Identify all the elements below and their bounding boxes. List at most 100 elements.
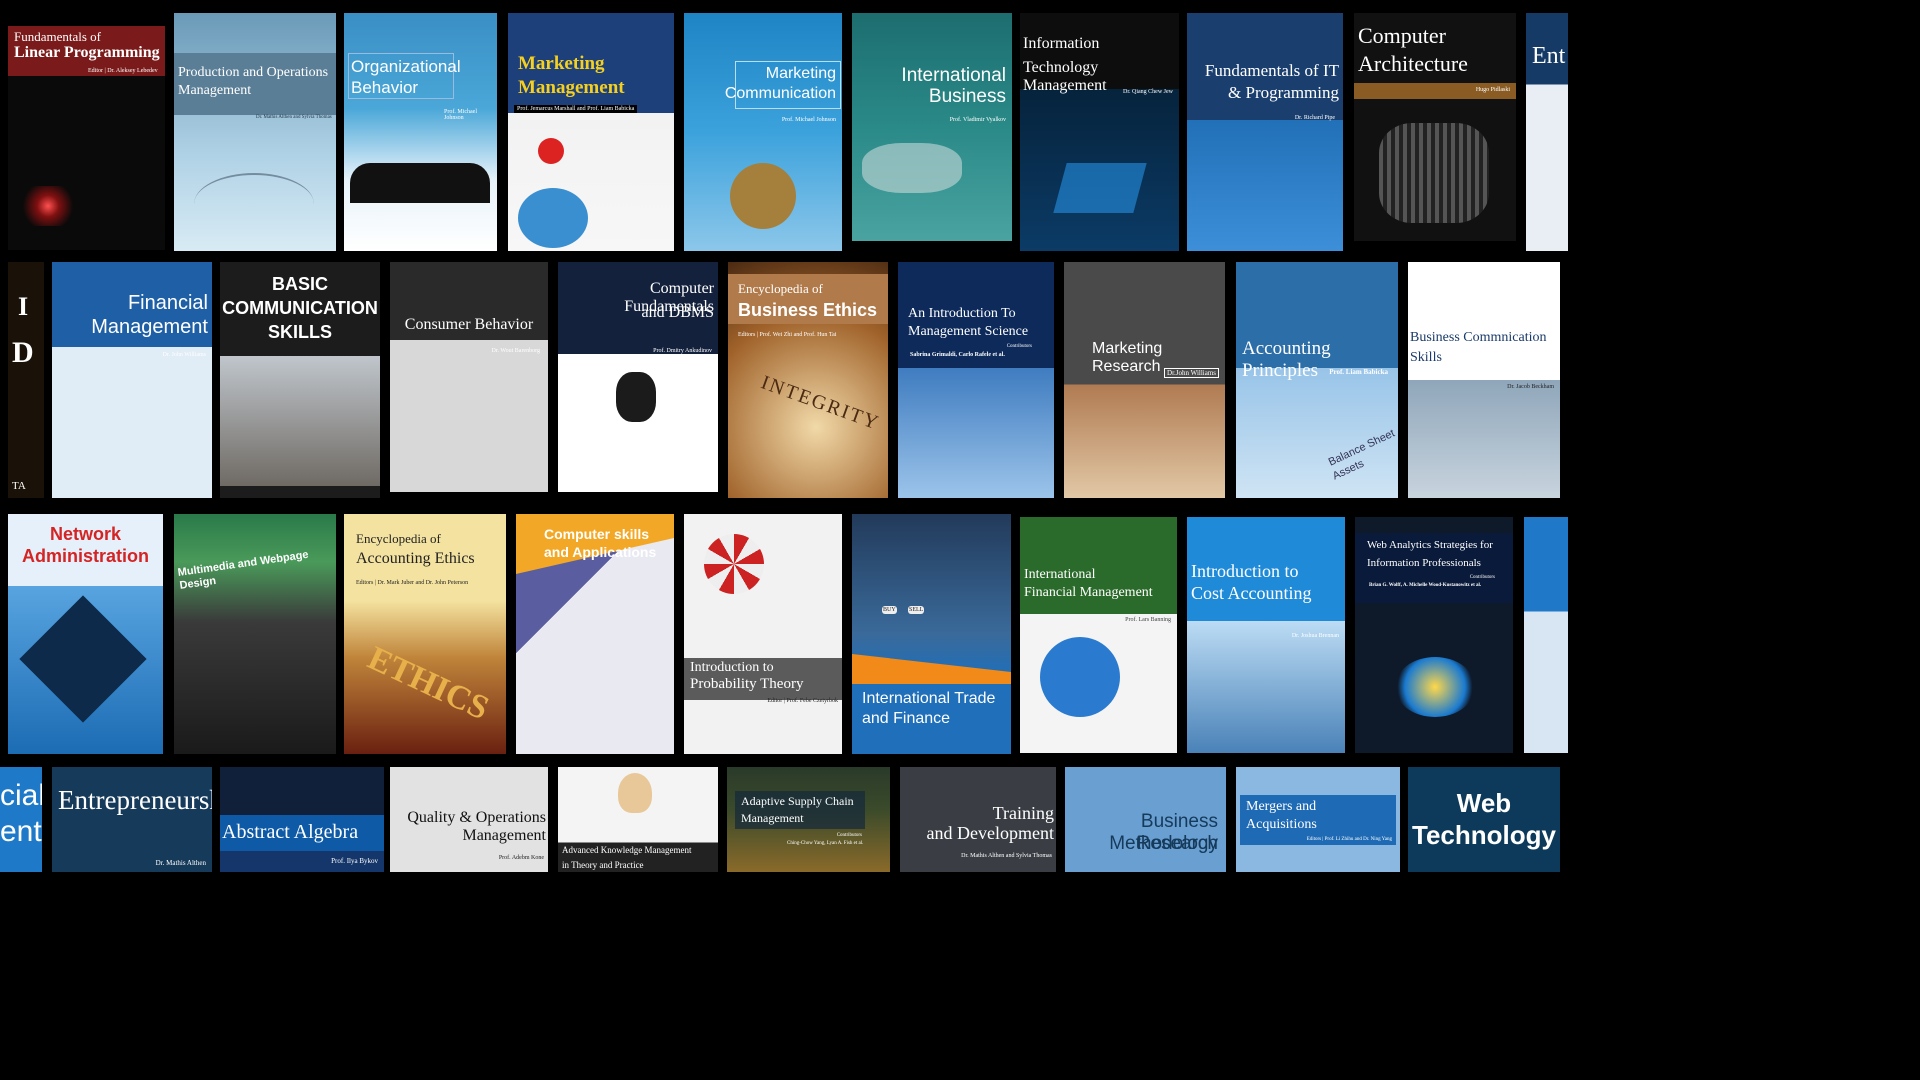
book-title-line2: Methodology — [1109, 833, 1218, 854]
book-financial-management-partial[interactable]: cial ent — [0, 767, 42, 872]
book-author: Prof. Lars Banning — [1125, 617, 1171, 623]
book-computer-skills-applications[interactable]: Computer skills and Applications — [516, 514, 674, 754]
book-author: Editor | Dr. Aleksey Lebedev — [88, 68, 158, 74]
book-marketing-communication[interactable]: Marketing Communication Prof. Michael Jo… — [684, 13, 842, 251]
book-training-development[interactable]: Training and Development Dr. Mathis Alth… — [900, 767, 1056, 872]
light-burst-graphic — [18, 186, 78, 226]
book-multimedia-webpage-design[interactable]: Multimedia and Webpage Design — [174, 514, 336, 754]
book-network-administration[interactable]: Network Administration — [8, 514, 163, 754]
book-title: cial — [0, 779, 42, 812]
book-title: Marketing — [518, 53, 605, 74]
book-title-line2: Business Ethics — [738, 300, 878, 320]
book-author: Hugo Pidlaski — [1475, 87, 1510, 93]
book-business-research-methodology[interactable]: Business Research Methodology — [1065, 767, 1226, 872]
book-entrepreneurship[interactable]: Entrepreneurship Dr. Mathis Althen — [52, 767, 212, 872]
book-computer-architecture[interactable]: Computer Architecture Hugo Pidlaski — [1354, 13, 1516, 241]
book-title: Computer Fundamentals — [624, 280, 714, 316]
world-map-graphic — [862, 143, 962, 193]
book-title: Consumer Behavior — [404, 316, 534, 333]
book-organizational-behavior[interactable]: Organizational Behavior Prof. Michael Jo… — [344, 13, 497, 251]
book-consumer-behavior[interactable]: Consumer Behavior Dr. Wout Barenborg — [390, 262, 548, 492]
book-title-line2: Skills — [1410, 350, 1442, 365]
dice-label-sell: SELL — [908, 606, 925, 614]
book-title: Web Analytics Strategies for — [1367, 539, 1493, 551]
book-title-line2: Architecture — [1358, 51, 1468, 76]
person-marker-graphic — [538, 138, 564, 164]
book-author: Prof. Jemarcus Marshall and Prof. Liam B… — [514, 105, 638, 113]
book-business-communication-skills[interactable]: Business Commnication Skills Dr. Jacob B… — [1408, 262, 1560, 498]
book-title-line2: Business — [928, 86, 1006, 107]
book-international-trade-finance[interactable]: International Trade and Finance BUY SELL — [852, 514, 1011, 754]
book-title: Abstract Algebra — [222, 821, 359, 843]
book-title-line2: D — [12, 336, 34, 369]
book-title-line2: Management — [91, 316, 208, 338]
book-author: Dr. Qiang Chew Jew — [1123, 89, 1173, 95]
book-mergers-acquisitions[interactable]: Mergers and Acquisitions Editors | Prof.… — [1236, 767, 1400, 872]
book-title-line2: Cost Accounting — [1191, 583, 1312, 603]
title-frame — [348, 53, 454, 99]
book-partial-left-ornate[interactable]: I D TA — [8, 262, 44, 498]
book-accounting-principles[interactable]: Accounting Principles Prof. Liam Babicka… — [1236, 262, 1398, 498]
book-basic-communication-skills[interactable]: BASIC COMMUNICATION SKILLS — [220, 262, 380, 498]
book-title: Quality & Operations — [407, 809, 546, 826]
book-quality-operations-management[interactable]: Quality & Operations Management Prof. Ad… — [390, 767, 548, 872]
book-title-line2: Technology Management — [1023, 59, 1107, 95]
book-author: Contributors — [1006, 344, 1032, 349]
book-title: Adaptive Supply Chain — [741, 794, 854, 808]
book-title: Fundamentals of IT — [1204, 61, 1339, 80]
chip-graphic — [1379, 123, 1489, 223]
book-probability-theory[interactable]: Introduction to Probability Theory Edito… — [684, 514, 842, 754]
book-author: Dr.John Williams — [1164, 368, 1219, 378]
book-accounting-ethics[interactable]: Encyclopedia of Accounting Ethics Editor… — [344, 514, 506, 754]
title-band — [1355, 533, 1513, 603]
book-adaptive-supply-chain[interactable]: Adaptive Supply Chain Management Contrib… — [727, 767, 890, 872]
book-production-operations[interactable]: Production and Operations Management Dr.… — [174, 13, 336, 251]
book-author: TA — [12, 480, 26, 492]
book-marketing-management[interactable]: Marketing Management Prof. Jemarcus Mars… — [508, 13, 674, 251]
title-band — [735, 791, 865, 829]
book-author: Contributors — [836, 833, 862, 838]
book-title: Introduction to — [1191, 561, 1299, 581]
book-information-technology-management[interactable]: Information Technology Management Dr. Qi… — [1020, 13, 1179, 251]
book-entrepreneurship-partial[interactable]: Ent — [1526, 13, 1568, 251]
book-international-business[interactable]: International Business Prof. Vladimir Vy… — [852, 13, 1012, 241]
book-title: Network — [49, 524, 121, 544]
dice-label-buy: BUY — [882, 606, 897, 614]
book-marketing-research[interactable]: Marketing Research Dr.John Williams — [1064, 262, 1225, 498]
book-author: Prof. Ilya Bykov — [331, 857, 378, 865]
book-cost-accounting[interactable]: Introduction to Cost Accounting Dr. Josh… — [1187, 517, 1345, 753]
book-linear-programming[interactable]: Fundamentals of Linear Programming Edito… — [8, 26, 165, 250]
title-band — [220, 815, 384, 851]
author-band — [1354, 83, 1516, 99]
book-management-science[interactable]: An Introduction To Management Science Co… — [898, 262, 1054, 498]
compass-word: INTEGRITY — [758, 371, 883, 435]
book-advanced-knowledge-management[interactable]: Advanced Knowledge Management in Theory … — [558, 767, 718, 872]
title-band — [1240, 795, 1396, 845]
book-title: Web — [1456, 788, 1512, 818]
title-band — [174, 53, 336, 115]
book-partial-right-row3[interactable] — [1524, 517, 1568, 753]
book-international-financial-management[interactable]: International Financial Management Prof.… — [1020, 517, 1177, 753]
book-web-analytics-strategies[interactable]: Web Analytics Strategies for Information… — [1355, 517, 1513, 753]
book-abstract-algebra[interactable]: Abstract Algebra Prof. Ilya Bykov — [220, 767, 384, 872]
book-title-line2: and Applications — [544, 544, 657, 560]
book-computer-fundamentals-dbms[interactable]: Computer Fundamentals and DBMS Prof. Dmi… — [558, 262, 718, 492]
globe-graphic — [1040, 637, 1120, 717]
book-title-line2: Management — [741, 811, 804, 825]
network-people-graphic — [194, 173, 314, 235]
book-author: Editors | Prof. Li Zhihu and Dr. Ning Ya… — [1306, 837, 1392, 842]
book-title: BASIC — [271, 274, 328, 294]
app-icons-graphic — [1395, 657, 1475, 717]
book-title-line2: Management — [518, 77, 625, 98]
book-fundamentals-it-programming[interactable]: Fundamentals of IT & Programming Dr. Ric… — [1187, 13, 1343, 251]
book-contributors: Sabrina Grimaldi, Carlo Rafele et al. — [910, 352, 1005, 358]
book-business-ethics[interactable]: Encyclopedia of Business Ethics Editors … — [728, 262, 888, 498]
book-title: International — [1024, 567, 1096, 582]
book-title: Advanced Knowledge Management — [562, 845, 692, 855]
book-title-line2: Administration — [21, 546, 149, 566]
book-web-technology[interactable]: Web Technology — [1408, 767, 1560, 872]
book-financial-management[interactable]: Financial Management Dr. John Williams — [52, 262, 212, 498]
book-author: Editors | Dr. Mark Juber and Dr. John Pe… — [356, 580, 469, 586]
book-title-line2: Probability Theory — [690, 676, 804, 692]
book-title-line2: and Finance — [862, 710, 951, 727]
